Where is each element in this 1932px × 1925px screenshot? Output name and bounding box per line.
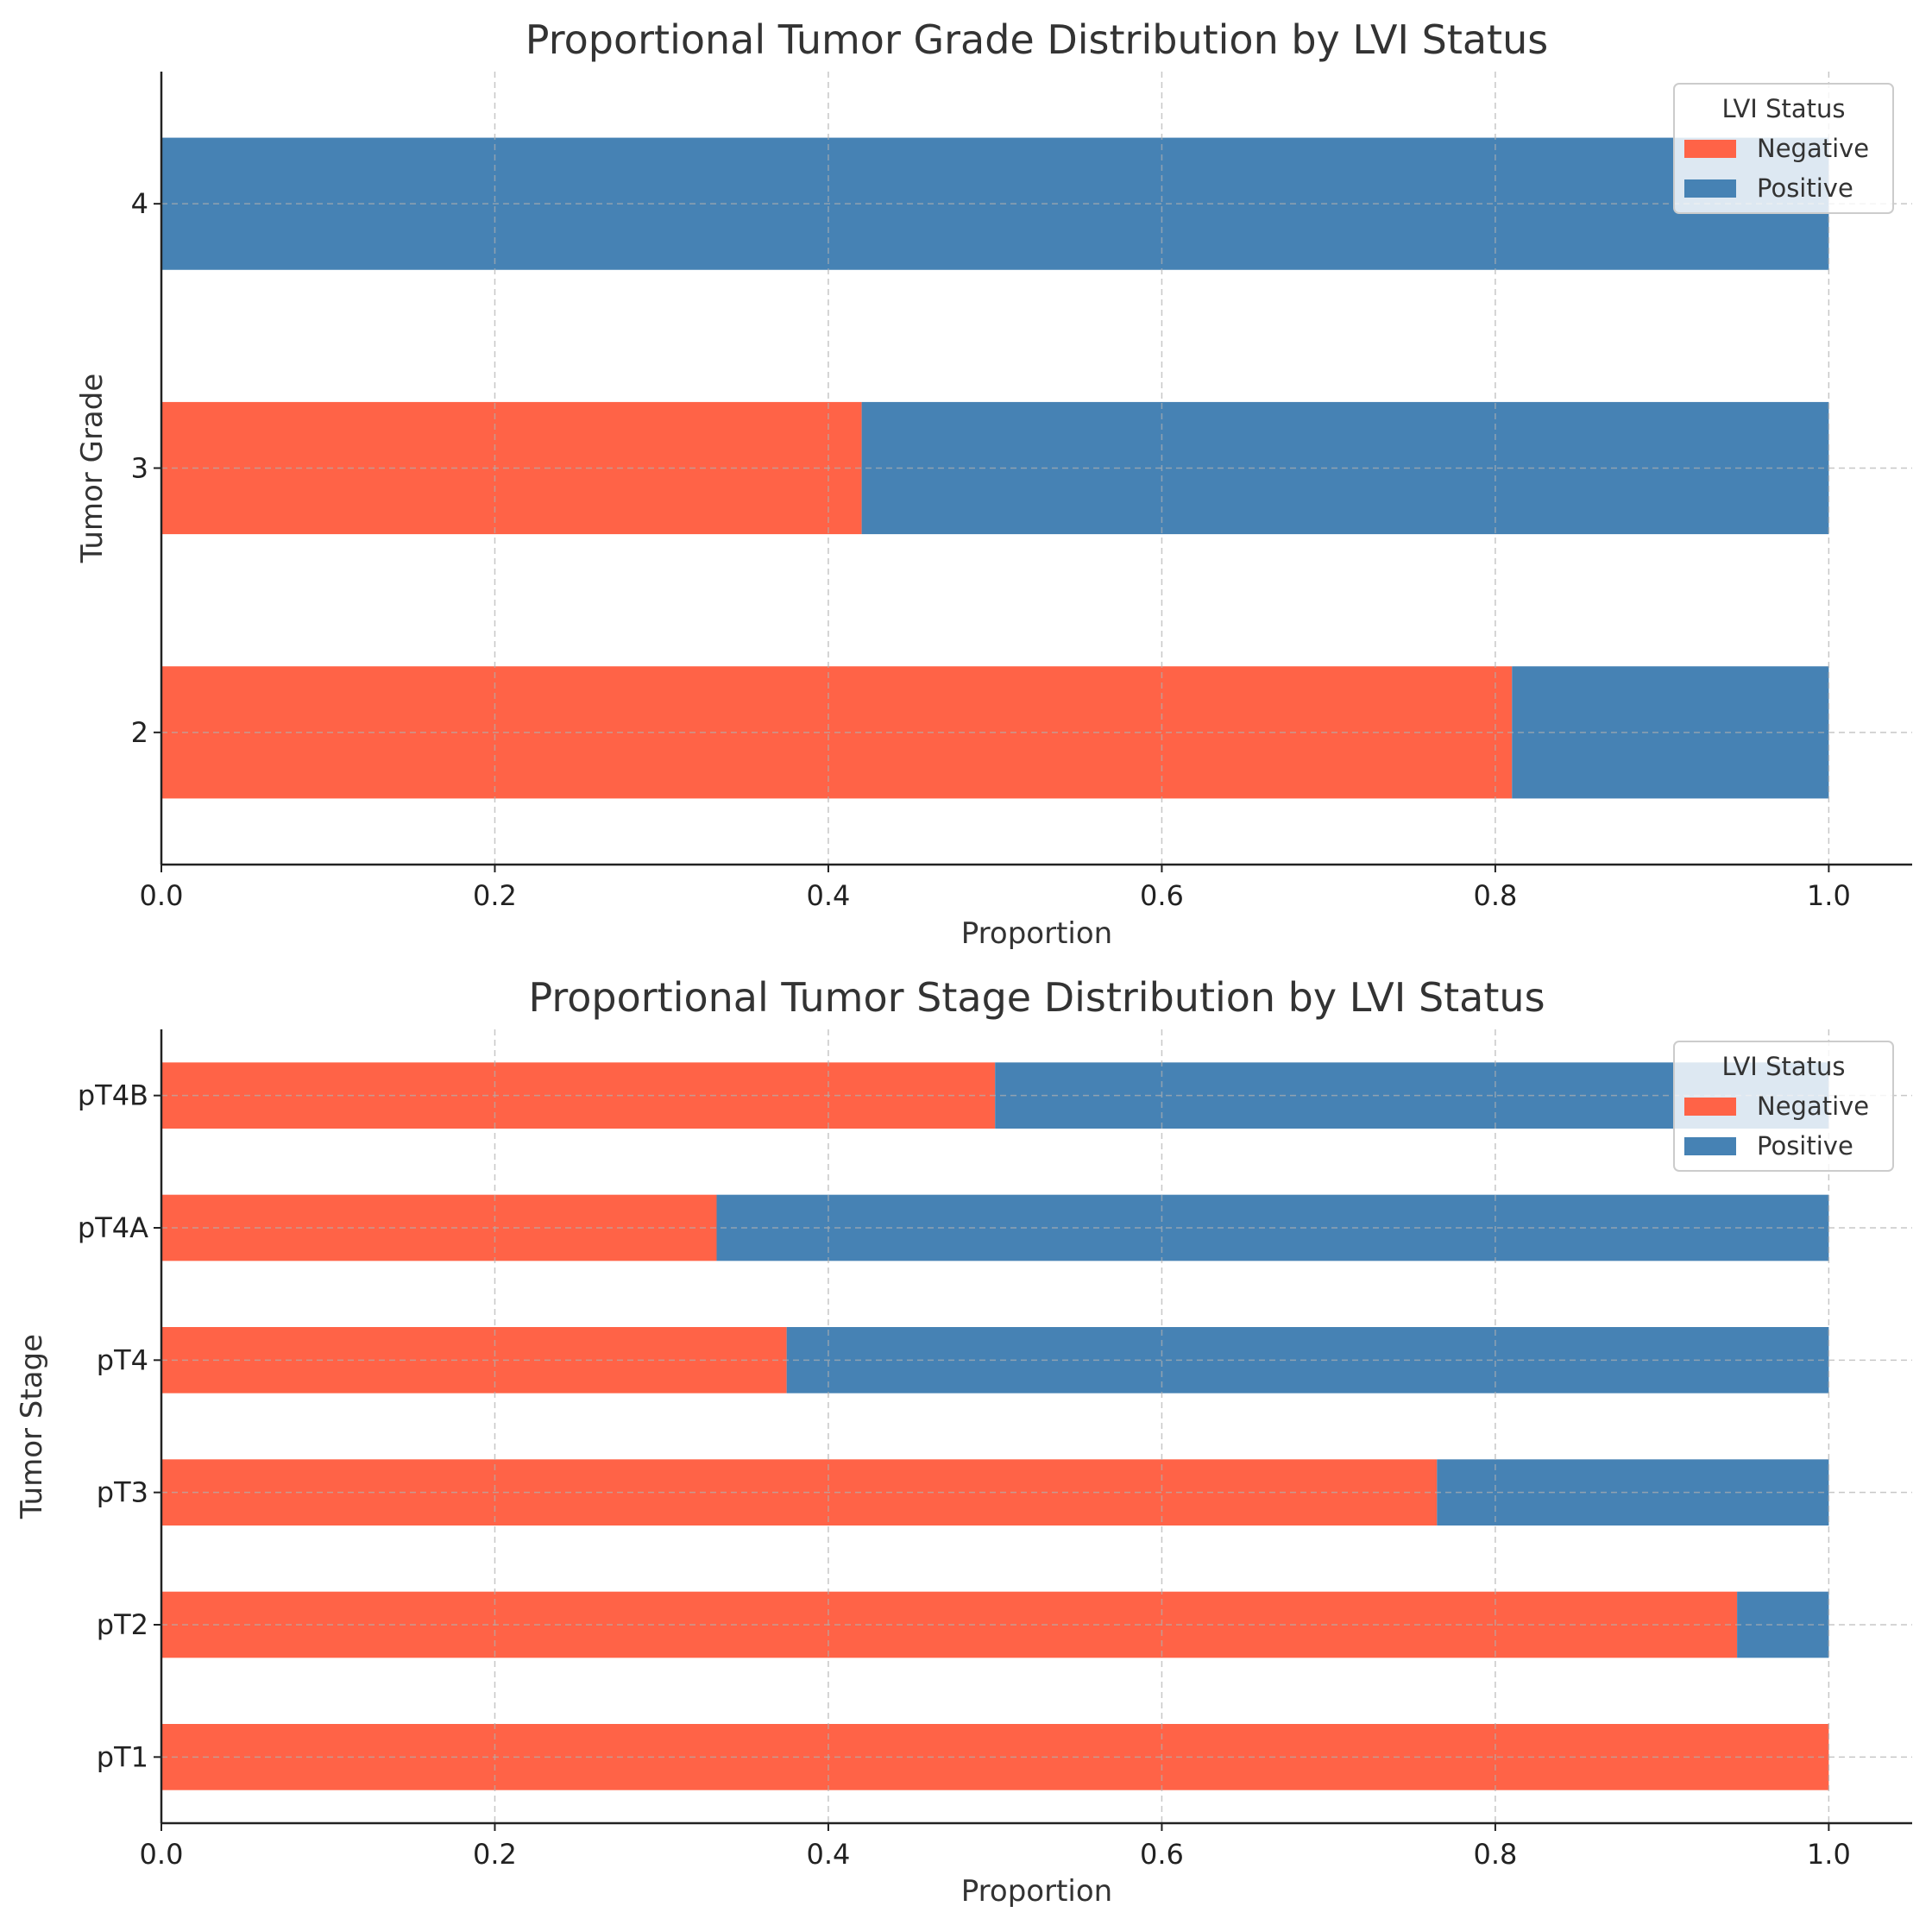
x-axis-label: Proportion — [961, 916, 1112, 951]
legend-swatch-negative — [1684, 1098, 1736, 1116]
x-tick-label: 0.2 — [473, 1838, 517, 1871]
y-axis-label: Tumor Grade — [75, 374, 110, 564]
x-tick-label: 0.0 — [140, 1838, 184, 1871]
legend-swatch-positive — [1684, 179, 1736, 198]
y-tick-label: pT2 — [97, 1608, 148, 1641]
x-tick-label: 0.0 — [140, 879, 184, 912]
x-tick-label: 0.4 — [807, 879, 851, 912]
grid-lines — [160, 72, 1912, 865]
y-tick-label: pT4A — [78, 1211, 148, 1244]
x-tick-label: 1.0 — [1807, 1838, 1851, 1871]
grid-lines — [160, 1029, 1912, 1823]
x-tick-label: 0.6 — [1140, 879, 1184, 912]
y-tick-label: 2 — [131, 716, 148, 749]
legend-entry-negative: Negative — [1757, 134, 1869, 163]
y-tick-label: pT1 — [97, 1740, 148, 1773]
x-axis-label: Proportion — [961, 1874, 1112, 1909]
bars-group — [161, 1062, 1829, 1790]
legend-swatch-positive — [1684, 1137, 1736, 1155]
legend-entry-positive: Positive — [1757, 173, 1853, 203]
y-tick-label: 3 — [131, 452, 148, 485]
legend: LVI Status Negative Positive — [1673, 1041, 1894, 1172]
y-tick-label: pT4 — [97, 1343, 148, 1376]
x-tick-label: 0.8 — [1473, 1838, 1517, 1871]
x-tick-label: 0.4 — [807, 1838, 851, 1871]
chart-title: Proportional Tumor Grade Distribution by… — [525, 16, 1548, 63]
legend-title: LVI Status — [1722, 94, 1846, 123]
y-tick-label: pT3 — [97, 1476, 148, 1509]
x-tick-label: 0.8 — [1473, 879, 1517, 912]
legend-title: LVI Status — [1722, 1052, 1846, 1081]
chart-title: Proportional Tumor Stage Distribution by… — [528, 974, 1545, 1021]
y-tick-label: pT4B — [78, 1079, 148, 1112]
legend-entry-negative: Negative — [1757, 1091, 1869, 1121]
chart-panel-1: 0.0 0.2 0.4 0.6 0.8 1.0 pT1 pT2 pT3 pT4 pT4A pT4B Pr… — [15, 974, 1912, 1909]
chart-panel-0: 0.0 0.2 0.4 0.6 0.8 1.0 2 3 4 Proportional Tumor … — [75, 16, 1912, 951]
x-tick-label: 1.0 — [1807, 879, 1851, 912]
legend-swatch-negative — [1684, 140, 1736, 158]
bar-pT4A-negative — [161, 1194, 717, 1261]
legend: LVI Status Negative Positive — [1673, 83, 1894, 214]
x-tick-label: 0.6 — [1140, 1838, 1184, 1871]
y-axis-label: Tumor Stage — [15, 1334, 49, 1519]
legend-entry-positive: Positive — [1757, 1131, 1853, 1161]
x-tick-label: 0.2 — [473, 879, 517, 912]
y-tick-label: 4 — [131, 187, 148, 220]
